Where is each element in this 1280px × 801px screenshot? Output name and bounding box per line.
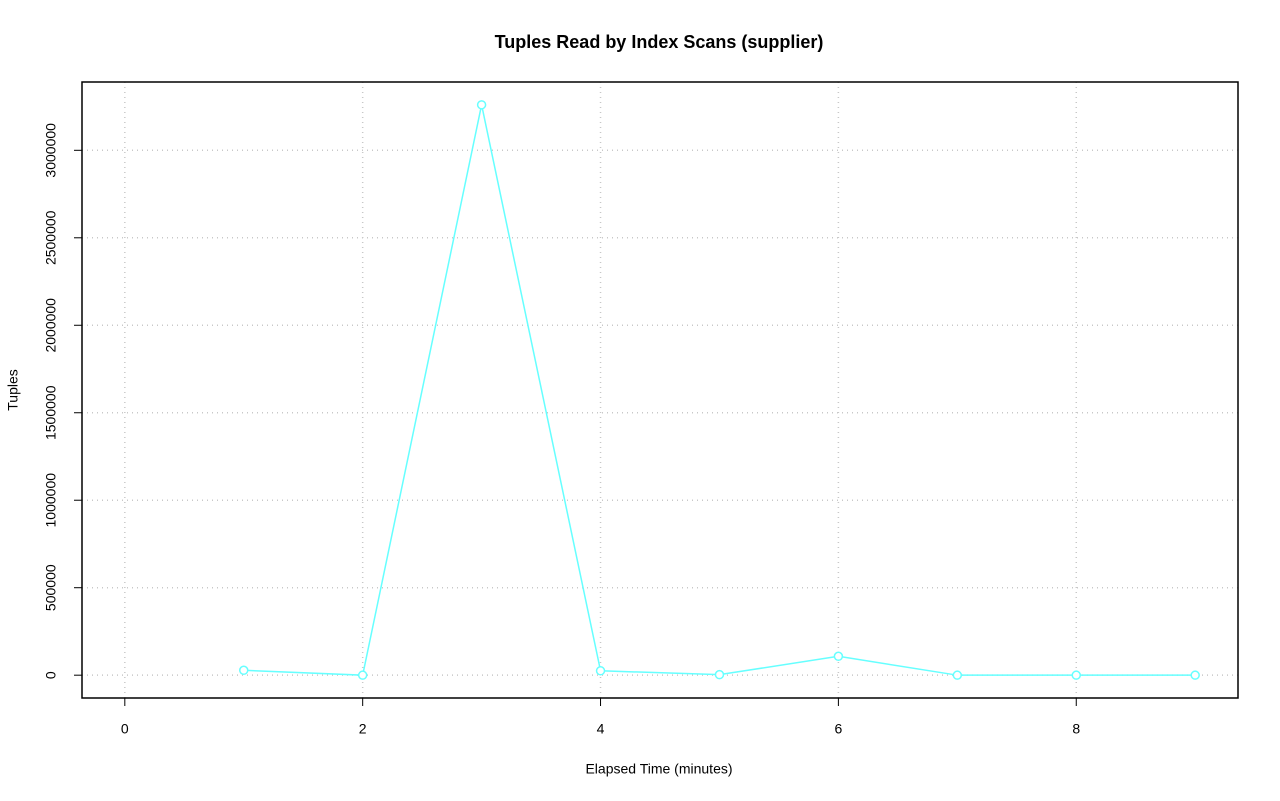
y-tick-label: 1500000 [43, 385, 59, 440]
point [357, 670, 368, 680]
x-tick-label: 2 [359, 721, 367, 737]
y-tick-label: 2000000 [43, 298, 59, 353]
point [833, 651, 844, 662]
y-axis-title: Tuples [5, 369, 21, 411]
x-tick-label: 0 [121, 721, 129, 737]
x-tick-label: 4 [597, 721, 605, 737]
point [1190, 670, 1200, 680]
plot-frame [81, 81, 1239, 699]
point [238, 665, 249, 676]
x-tick-label: 8 [1072, 721, 1080, 737]
point [714, 669, 725, 680]
chart-title: Tuples Read by Index Scans (supplier) [495, 32, 824, 52]
series-line [243, 104, 1196, 676]
x-tick-label: 6 [834, 721, 842, 737]
y-tick-label: 3000000 [43, 123, 59, 178]
point [595, 666, 606, 676]
y-tick-label: 2500000 [43, 210, 59, 265]
point [1071, 670, 1082, 680]
point [476, 100, 487, 110]
x-axis-title: Elapsed Time (minutes) [585, 761, 732, 777]
y-tick-label: 500000 [43, 564, 59, 611]
point [952, 670, 963, 680]
y-tick-label: 0 [43, 671, 59, 679]
y-tick-label: 1000000 [43, 473, 59, 528]
